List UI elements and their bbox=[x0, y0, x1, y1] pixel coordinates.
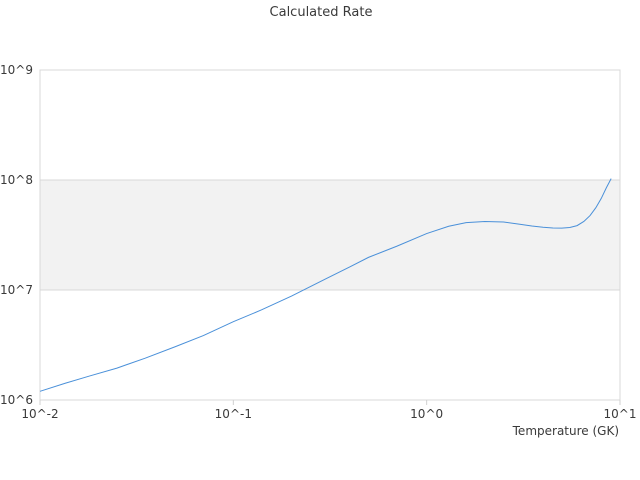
y-axis: 10^6 10^7 10^8 10^9 bbox=[0, 63, 33, 407]
plot-area bbox=[39, 69, 621, 401]
y-tick-label: 10^6 bbox=[0, 393, 33, 407]
y-tick-label: 10^7 bbox=[0, 283, 33, 297]
x-tick-label: 10^1 bbox=[604, 407, 637, 421]
x-axis: 10^-2 10^-1 10^0 10^1 bbox=[21, 400, 636, 421]
x-tick-label: 10^-2 bbox=[21, 407, 58, 421]
x-tick-label: 10^0 bbox=[410, 407, 443, 421]
y-tick-label: 10^9 bbox=[0, 63, 33, 77]
alternating-band bbox=[40, 180, 620, 290]
x-tick-label: 10^-1 bbox=[215, 407, 252, 421]
x-axis-label: Temperature (GK) bbox=[512, 424, 619, 438]
chart-title: Calculated Rate bbox=[270, 5, 373, 20]
y-tick-label: 10^8 bbox=[0, 173, 33, 187]
series-line bbox=[39, 178, 612, 392]
